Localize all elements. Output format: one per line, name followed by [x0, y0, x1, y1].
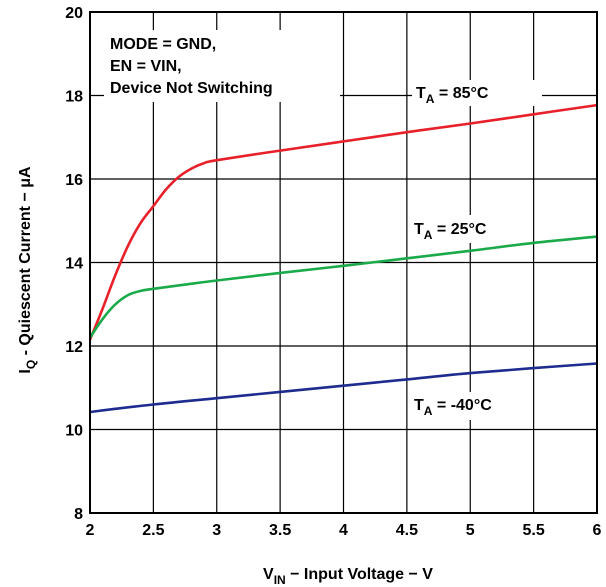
series-label-minus40c-sub: A	[424, 404, 433, 418]
label-backgrounds	[410, 80, 542, 420]
series-line-minus40c	[89, 362, 598, 414]
x-tick-label: 4	[339, 522, 348, 539]
label-bg-25c	[410, 215, 522, 243]
condition-line-2: EN = VIN,	[110, 58, 182, 75]
x-tick-label: 6	[593, 522, 602, 539]
y-axis-title: IQ - Quiescent Current − μA	[17, 166, 38, 374]
y-tick-label: 10	[65, 423, 83, 440]
series-label-minus40c: TA = -40°C	[414, 397, 492, 418]
y-tick-label: 16	[65, 172, 83, 189]
series-line-25c	[88, 235, 598, 339]
series-label-minus40c-main: T	[414, 397, 424, 414]
series-label-minus40c-rest: = -40°C	[432, 397, 492, 414]
label-bg-minus40c	[410, 392, 526, 420]
condition-line-3: Device Not Switching	[110, 80, 273, 97]
series-label-25c-rest: = 25°C	[432, 221, 486, 238]
y-tick-labels: 8 10 12 14 16 18 20	[65, 5, 83, 523]
x-tick-label: 5.5	[523, 522, 545, 539]
x-tick-label: 2.5	[142, 522, 164, 539]
series-label-25c-sub: A	[424, 228, 433, 242]
x-tick-label: 4.5	[396, 522, 418, 539]
conditions-box	[104, 30, 340, 102]
x-tick-label: 2	[86, 522, 95, 539]
series-label-85c-main: T	[416, 85, 426, 102]
series-label-25c-main: T	[414, 221, 424, 238]
plot-frame	[89, 11, 598, 514]
series-label-85c-sub: A	[426, 92, 435, 106]
x-tick-label: 3	[212, 522, 221, 539]
series-line-85c	[88, 103, 598, 341]
series-group	[88, 103, 598, 414]
y-axis-title-rest: - Quiescent Current − μA	[17, 166, 34, 360]
y-tick-label: 20	[65, 5, 83, 22]
series-label-85c: TA = 85°C	[416, 85, 489, 106]
y-tick-label: 14	[65, 256, 83, 273]
x-axis-title: VIN − Input Voltage − V	[263, 566, 433, 587]
x-axis-title-rest: − Input Voltage − V	[286, 566, 434, 583]
series-label-25c: TA = 25°C	[414, 221, 487, 242]
y-axis-title-sub: Q	[24, 360, 38, 369]
x-axis-title-main: V	[263, 566, 274, 583]
y-tick-label: 8	[74, 506, 83, 523]
y-axis-title-main: I	[17, 369, 34, 373]
y-tick-label: 12	[65, 339, 83, 356]
label-bg-85c	[412, 80, 542, 106]
x-axis-title-sub: IN	[274, 573, 286, 587]
condition-line-1: MODE = GND,	[110, 36, 216, 53]
series-label-85c-rest: = 85°C	[434, 85, 488, 102]
y-tick-label: 18	[65, 89, 83, 106]
x-tick-label: 5	[466, 522, 475, 539]
x-tick-label: 3.5	[269, 522, 291, 539]
x-tick-labels: 2 2.5 3 3.5 4 4.5 5 5.5 6	[86, 522, 602, 539]
